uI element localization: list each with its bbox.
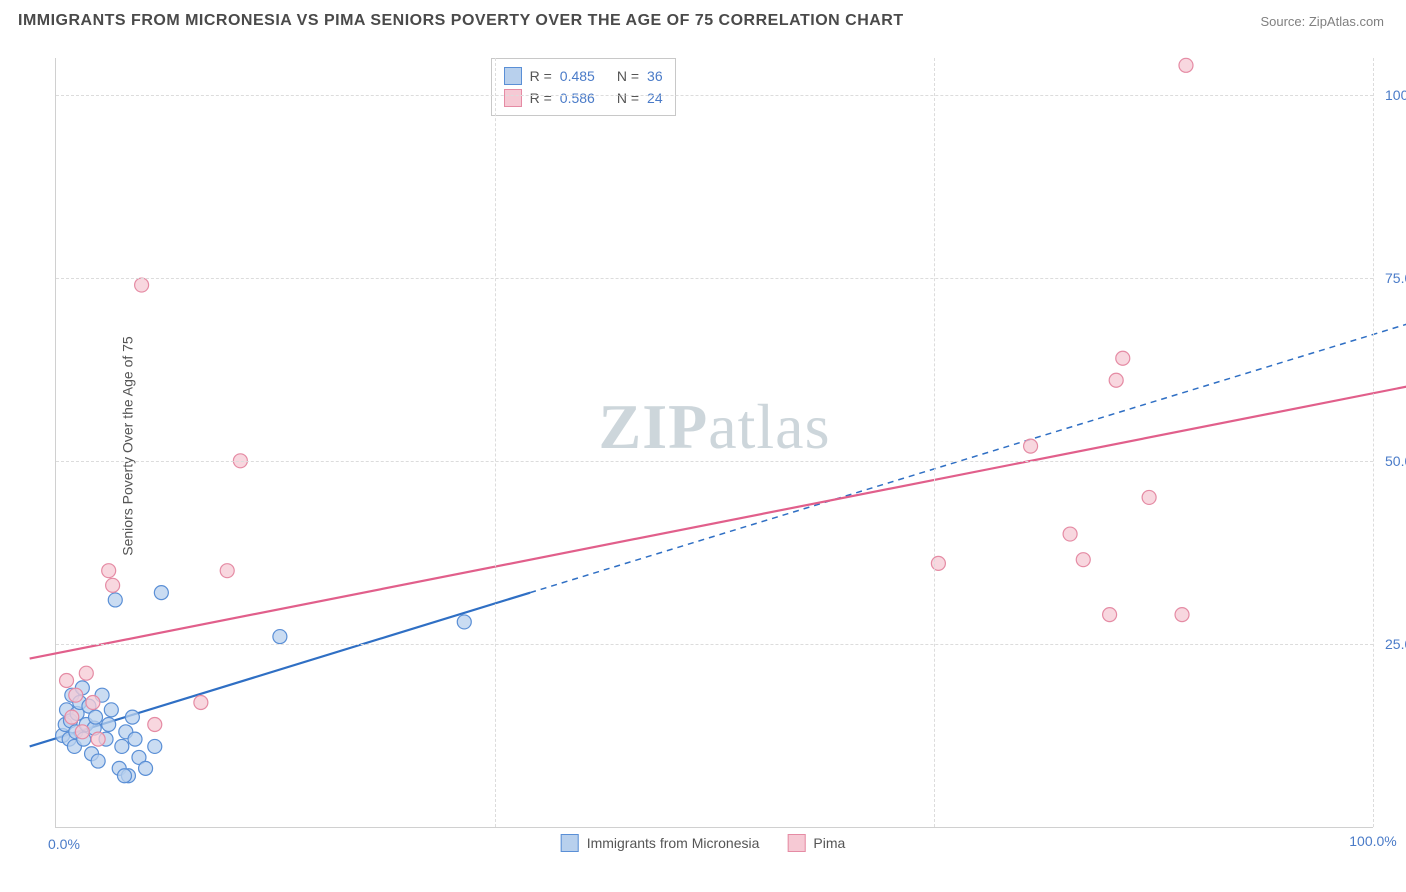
gridline-horizontal xyxy=(56,461,1373,462)
legend-n-label: N = xyxy=(617,90,639,106)
marker-pima xyxy=(135,278,149,292)
trendline-micronesia-extrapolated xyxy=(530,314,1406,592)
gridline-vertical xyxy=(934,58,935,827)
marker-micronesia xyxy=(128,732,142,746)
marker-pima xyxy=(91,732,105,746)
marker-pima xyxy=(1179,58,1193,72)
y-tick-label: 50.0% xyxy=(1385,453,1406,469)
marker-pima xyxy=(60,674,74,688)
plot-area: ZIPatlas R = 0.485N = 36R = 0.586N = 24 … xyxy=(55,58,1373,828)
marker-micronesia xyxy=(117,769,131,783)
gridline-vertical xyxy=(1373,58,1374,827)
y-tick-label: 25.0% xyxy=(1385,636,1406,652)
marker-pima xyxy=(1175,608,1189,622)
legend-bottom-label: Immigrants from Micronesia xyxy=(587,835,760,851)
legend-swatch-icon xyxy=(504,67,522,85)
legend-r-value: 0.586 xyxy=(560,90,595,106)
marker-pima xyxy=(1103,608,1117,622)
legend-bottom-label: Pima xyxy=(813,835,845,851)
source-citation: Source: ZipAtlas.com xyxy=(1260,14,1384,29)
marker-pima xyxy=(148,717,162,731)
trendline-pima xyxy=(30,380,1406,658)
legend-r-label: R = xyxy=(530,90,552,106)
marker-pima xyxy=(1109,373,1123,387)
legend-correlation: R = 0.485 N = 36 R = 0.586 N = 24 xyxy=(491,58,676,116)
marker-pima xyxy=(106,578,120,592)
gridline-horizontal xyxy=(56,95,1373,96)
legend-row-pima: R = 0.586 N = 24 xyxy=(504,87,663,109)
marker-pima xyxy=(1076,553,1090,567)
marker-micronesia xyxy=(115,739,129,753)
marker-pima xyxy=(65,710,79,724)
marker-pima xyxy=(220,564,234,578)
legend-r-label: R = xyxy=(530,68,552,84)
x-origin-label: 0.0% xyxy=(48,836,80,852)
scatter-svg xyxy=(56,58,1373,827)
marker-micronesia xyxy=(104,703,118,717)
marker-micronesia xyxy=(125,710,139,724)
marker-pima xyxy=(69,688,83,702)
marker-pima xyxy=(86,695,100,709)
marker-micronesia xyxy=(139,761,153,775)
chart-title: IMMIGRANTS FROM MICRONESIA VS PIMA SENIO… xyxy=(18,12,904,30)
legend-bottom-item-pima: Pima xyxy=(787,834,845,852)
marker-micronesia xyxy=(457,615,471,629)
marker-micronesia xyxy=(108,593,122,607)
legend-r-value: 0.485 xyxy=(560,68,595,84)
marker-pima xyxy=(1063,527,1077,541)
marker-pima xyxy=(1116,351,1130,365)
marker-pima xyxy=(75,725,89,739)
legend-bottom-item-micronesia: Immigrants from Micronesia xyxy=(561,834,760,852)
legend-swatch-icon xyxy=(504,89,522,107)
marker-pima xyxy=(102,564,116,578)
legend-n-value: 24 xyxy=(647,90,663,106)
marker-pima xyxy=(1024,439,1038,453)
marker-micronesia xyxy=(91,754,105,768)
legend-row-micronesia: R = 0.485 N = 36 xyxy=(504,65,663,87)
marker-pima xyxy=(79,666,93,680)
gridline-vertical xyxy=(495,58,496,827)
y-tick-label: 75.0% xyxy=(1385,270,1406,286)
legend-swatch-icon xyxy=(787,834,805,852)
x-tick-label: 100.0% xyxy=(1349,833,1396,849)
y-tick-label: 100.0% xyxy=(1385,87,1406,103)
legend-swatch-icon xyxy=(561,834,579,852)
marker-pima xyxy=(1142,490,1156,504)
legend-n-label: N = xyxy=(617,68,639,84)
marker-micronesia xyxy=(89,710,103,724)
gridline-horizontal xyxy=(56,644,1373,645)
gridline-horizontal xyxy=(56,278,1373,279)
marker-micronesia xyxy=(154,586,168,600)
marker-micronesia xyxy=(102,717,116,731)
marker-pima xyxy=(194,695,208,709)
legend-n-value: 36 xyxy=(647,68,663,84)
legend-series: Immigrants from Micronesia Pima xyxy=(561,834,846,852)
marker-micronesia xyxy=(148,739,162,753)
marker-micronesia xyxy=(273,630,287,644)
